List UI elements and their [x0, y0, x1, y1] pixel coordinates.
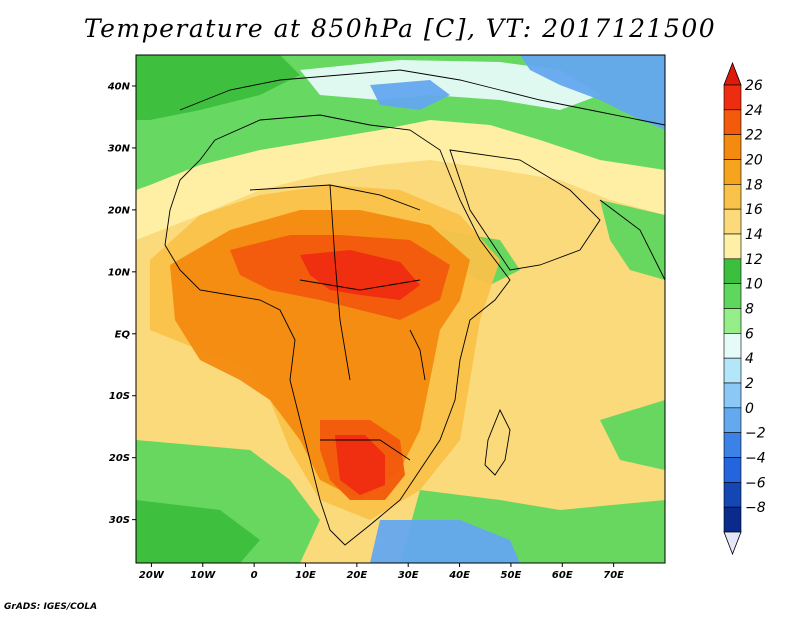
colorbar-segment — [723, 407, 742, 433]
coastline — [320, 439, 411, 461]
colorbar-label: 20 — [745, 153, 763, 169]
temperature-region — [136, 55, 300, 120]
credit-label: GrADS: IGES/COLA — [4, 602, 98, 612]
colorbar-label: 8 — [745, 302, 754, 318]
lat-tick-label: EQ — [115, 329, 131, 340]
colorbar-segment — [723, 258, 742, 284]
colorbar-segment — [723, 457, 742, 483]
temperature-region — [600, 200, 665, 280]
colorbar-top-arrow — [723, 61, 742, 86]
lat-tick-label: 10N — [108, 267, 131, 278]
temperature-region — [300, 250, 420, 300]
lat-tick-label: 30S — [109, 515, 130, 526]
lat-tick-label: 10S — [109, 391, 130, 402]
colorbar-label: 26 — [745, 78, 763, 94]
colorbar-segment — [723, 233, 742, 260]
colorbar-label: 24 — [745, 103, 763, 119]
coastline — [299, 279, 421, 291]
lat-tick-label: 30N — [108, 143, 131, 154]
temperature-region — [370, 520, 520, 563]
lon-tick-label: 30E — [398, 570, 419, 581]
lon-tick-label: 20W — [139, 570, 165, 581]
lat-tick-label: 20S — [109, 453, 130, 464]
coastline — [599, 199, 666, 281]
lon-tick-label: 60E — [552, 570, 573, 581]
colorbar-segment — [723, 134, 742, 160]
coastline — [164, 114, 511, 546]
coastline — [179, 69, 666, 126]
colorbar-label: 16 — [745, 202, 763, 218]
colorbar-segment — [723, 308, 742, 334]
colorbar-label: 6 — [745, 326, 754, 342]
lon-tick-label: 20E — [346, 570, 367, 581]
colorbar-label: −4 — [745, 451, 766, 467]
coastline — [409, 329, 426, 381]
axis-ticks: 20W 10W 0 10E 20E 30E 40E 50E 60E 70E 40N 30N 20N 10N… — [107, 81, 624, 581]
coastline — [249, 184, 421, 211]
colorbar-segment — [723, 382, 742, 409]
colorbar-label: 4 — [745, 351, 754, 367]
coastline — [449, 149, 601, 271]
lon-tick-label: 10W — [190, 570, 216, 581]
temperature-region — [335, 435, 385, 495]
colorbar-segment — [723, 283, 742, 309]
colorbar-segment — [723, 84, 742, 111]
coastline — [484, 408, 511, 476]
coastlines — [164, 69, 666, 546]
colorbar-label: 12 — [745, 252, 763, 268]
temperature-region — [136, 500, 260, 563]
colorbar-label: 0 — [745, 401, 754, 417]
temperature-region — [520, 55, 665, 130]
colorbar-segment — [723, 432, 742, 458]
colorbar-segment — [723, 184, 742, 210]
colorbar-segment — [723, 109, 742, 135]
colorbar-label: 22 — [745, 128, 763, 144]
lon-tick-label: 70E — [603, 570, 624, 581]
colorbar-label: 18 — [745, 177, 763, 193]
lat-tick-label: 20N — [108, 205, 131, 216]
lon-tick-label: 50E — [501, 570, 522, 581]
colorbar-label: 2 — [745, 376, 754, 392]
lon-tick-label: 0 — [251, 570, 258, 581]
colorbar-label: −6 — [745, 475, 766, 491]
lon-tick-label: 40E — [448, 570, 470, 581]
colorbar-segment — [723, 506, 742, 533]
colorbar-segment — [723, 208, 742, 235]
colorbar-label: 14 — [745, 227, 763, 243]
colorbar-label: 10 — [745, 277, 763, 293]
colorbar-label: −8 — [745, 500, 766, 516]
colorbar-bottom-arrow — [723, 531, 742, 556]
map-title: Temperature at 850hPa [C], VT: 201712150… — [83, 14, 717, 43]
lat-tick-label: 40N — [107, 81, 131, 92]
temperature-region — [370, 80, 450, 110]
colorbar-segment — [723, 482, 742, 508]
temperature-region — [600, 400, 665, 470]
colorbar-segment — [723, 357, 742, 384]
map-frame — [135, 54, 666, 564]
colorbar-segment — [723, 159, 742, 185]
map-panel — [135, 54, 666, 564]
lon-tick-label: 10E — [295, 570, 316, 581]
colorbar-label: −2 — [745, 426, 766, 442]
coastline — [329, 184, 351, 381]
colorbar-segment — [723, 333, 742, 359]
